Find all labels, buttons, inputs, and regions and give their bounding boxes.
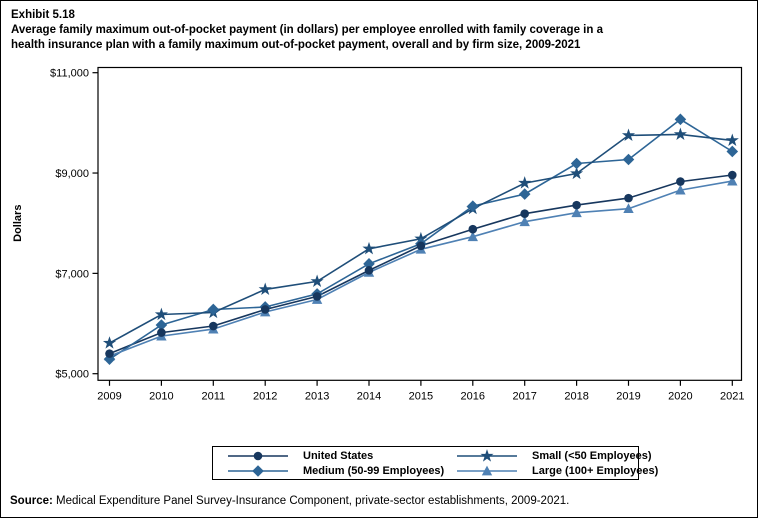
svg-text:2018: 2018 bbox=[564, 390, 588, 402]
point-small-50-employees-2012 bbox=[258, 282, 272, 295]
point-united-states-2010 bbox=[157, 328, 166, 337]
plot-area bbox=[97, 66, 743, 381]
line-chart: $5,000 $7,000 $9,000 $11,000 2009 2010 2011 201… bbox=[12, 66, 745, 402]
title-block: Exhibit 5.18 Average family maximum out-… bbox=[11, 8, 723, 53]
svg-text:$11,000: $11,000 bbox=[50, 68, 89, 80]
y-axis-title: Dollars bbox=[12, 205, 24, 242]
point-medium-50-99-employees-2009 bbox=[103, 353, 116, 365]
svg-text:2016: 2016 bbox=[461, 390, 485, 402]
point-small-50-employees-2009 bbox=[102, 336, 117, 349]
point-medium-50-99-employees-2020 bbox=[674, 113, 687, 126]
legend-item-united-states: United States bbox=[227, 449, 456, 463]
svg-text:2012: 2012 bbox=[253, 390, 277, 402]
legend-marker-icon bbox=[228, 451, 288, 460]
legend-marker-icon bbox=[457, 465, 517, 475]
legend-marker-united-states bbox=[253, 451, 263, 460]
point-united-states-2020 bbox=[676, 177, 685, 186]
svg-text:2013: 2013 bbox=[305, 390, 329, 402]
point-small-50-employees-2013 bbox=[310, 274, 324, 287]
point-united-states-2015 bbox=[416, 241, 426, 251]
point-united-states-2011 bbox=[209, 321, 218, 331]
point-large-100-employees-2021 bbox=[727, 175, 738, 186]
svg-text:$9,000: $9,000 bbox=[55, 168, 89, 180]
legend-label: Small (<50 Employees) bbox=[532, 449, 652, 462]
point-large-100-employees-2017 bbox=[519, 216, 530, 227]
source-text: Medical Expenditure Panel Survey-Insuran… bbox=[52, 495, 570, 507]
point-large-100-employees-2016 bbox=[467, 231, 478, 242]
svg-text:2009: 2009 bbox=[97, 390, 121, 402]
point-medium-50-99-employees-2019 bbox=[622, 153, 635, 166]
svg-text:2014: 2014 bbox=[357, 390, 381, 402]
svg-text:2017: 2017 bbox=[512, 390, 536, 402]
source-note: Source: Medical Expenditure Panel Survey… bbox=[10, 495, 569, 507]
legend-marker-icon bbox=[228, 464, 288, 477]
point-united-states-2019 bbox=[624, 193, 633, 203]
legend-item-large-100-employees: Large (100+ Employees) bbox=[456, 464, 658, 478]
point-medium-50-99-employees-2016 bbox=[467, 200, 479, 212]
point-large-100-employees-2018 bbox=[571, 207, 582, 218]
svg-text:2010: 2010 bbox=[149, 390, 173, 402]
point-small-50-employees-2017 bbox=[518, 176, 532, 189]
point-small-50-employees-2021 bbox=[725, 133, 739, 147]
point-united-states-2012 bbox=[260, 305, 270, 314]
point-united-states-2021 bbox=[728, 170, 737, 180]
legend-item-medium-50-99-employees: Medium (50-99 Employees) bbox=[227, 464, 456, 478]
point-small-50-employees-2018 bbox=[570, 166, 584, 180]
legend-label: Medium (50-99 Employees) bbox=[303, 464, 445, 477]
legend-label: United States bbox=[303, 449, 374, 462]
point-large-100-employees-2019 bbox=[623, 203, 634, 214]
svg-text:2021: 2021 bbox=[720, 390, 744, 402]
point-united-states-2009 bbox=[105, 349, 114, 358]
source-label: Source: bbox=[10, 495, 53, 507]
point-small-50-employees-2010 bbox=[154, 307, 168, 321]
legend-marker-large-100-employees bbox=[481, 465, 493, 475]
point-united-states-2017 bbox=[520, 209, 529, 218]
legend-label: Large (100+ Employees) bbox=[532, 464, 659, 477]
svg-text:2020: 2020 bbox=[668, 390, 692, 402]
point-large-100-employees-2020 bbox=[675, 184, 686, 195]
chart-title-line-2: health insurance plan with a family maxi… bbox=[11, 39, 581, 51]
chart-title-line-1: Average family maximum out-of-pocket pay… bbox=[11, 24, 603, 36]
svg-text:2019: 2019 bbox=[616, 390, 640, 402]
point-united-states-2018 bbox=[572, 200, 581, 210]
point-small-50-employees-2019 bbox=[621, 128, 636, 141]
point-united-states-2014 bbox=[364, 266, 374, 275]
point-medium-50-99-employees-2011 bbox=[207, 303, 220, 316]
legend-item-small-50-employees: Small (<50 Employees) bbox=[456, 448, 658, 463]
legend: United States Small (<50 Employees) Medi… bbox=[212, 446, 658, 480]
point-medium-50-99-employees-2017 bbox=[518, 188, 531, 200]
point-united-states-2013 bbox=[312, 292, 322, 301]
point-small-50-employees-2014 bbox=[362, 241, 376, 255]
svg-text:2011: 2011 bbox=[201, 390, 225, 402]
legend-marker-small-50-employees bbox=[480, 448, 494, 462]
point-small-50-employees-2020 bbox=[673, 127, 687, 140]
svg-text:$5,000: $5,000 bbox=[55, 369, 89, 381]
point-medium-50-99-employees-2021 bbox=[726, 145, 739, 158]
exhibit-number: Exhibit 5.18 bbox=[11, 9, 75, 21]
legend-marker-icon bbox=[457, 448, 517, 462]
point-united-states-2016 bbox=[468, 224, 478, 234]
point-medium-50-99-employees-2014 bbox=[363, 258, 375, 270]
point-medium-50-99-employees-2010 bbox=[155, 319, 168, 331]
svg-text:2015: 2015 bbox=[409, 390, 433, 402]
svg-text:$7,000: $7,000 bbox=[55, 268, 89, 280]
legend-marker-medium-50-99-employees bbox=[252, 464, 264, 477]
